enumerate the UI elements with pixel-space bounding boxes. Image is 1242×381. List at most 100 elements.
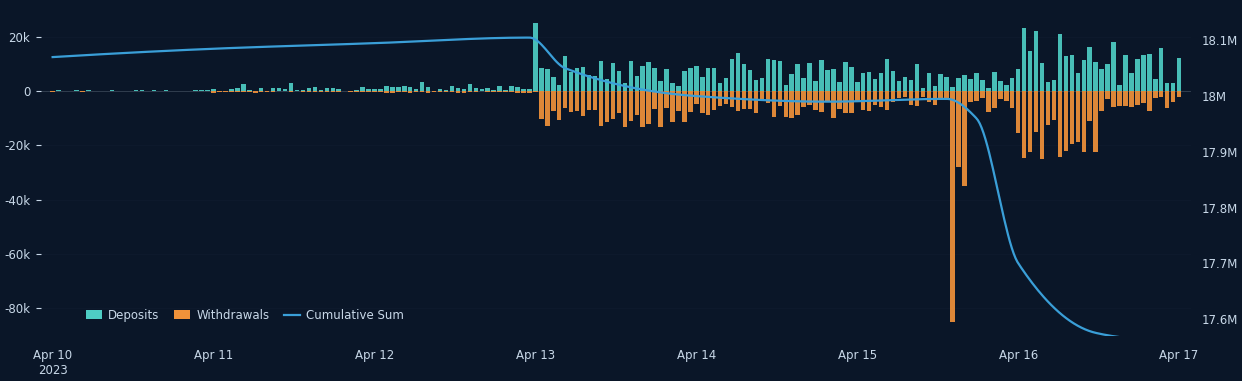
Bar — [956, 91, 961, 167]
Bar — [1058, 91, 1062, 157]
Bar — [140, 90, 144, 91]
Bar — [438, 91, 442, 92]
Bar — [741, 91, 746, 109]
Bar — [390, 88, 395, 91]
Bar — [366, 89, 371, 91]
Bar — [652, 68, 657, 91]
Bar — [760, 91, 764, 100]
Bar — [409, 86, 412, 91]
Bar — [468, 83, 472, 91]
Bar — [688, 91, 693, 112]
Bar — [569, 91, 574, 112]
Bar — [379, 89, 383, 91]
Bar — [986, 88, 991, 91]
Bar — [1159, 48, 1164, 91]
Bar — [891, 72, 895, 91]
Bar — [1112, 42, 1115, 91]
Bar — [795, 64, 800, 91]
Bar — [705, 68, 710, 91]
Bar — [569, 72, 574, 91]
Bar — [563, 91, 568, 108]
Bar — [658, 91, 663, 127]
Bar — [211, 91, 216, 93]
Bar — [605, 78, 609, 91]
Bar — [301, 90, 306, 91]
Bar — [241, 91, 246, 92]
Bar — [515, 91, 519, 93]
Bar — [551, 77, 555, 91]
Bar — [230, 90, 233, 91]
Bar — [1165, 83, 1170, 91]
Bar — [1040, 62, 1045, 91]
Bar — [509, 91, 514, 92]
Bar — [700, 77, 704, 91]
Bar — [897, 81, 902, 91]
Bar — [814, 81, 817, 91]
Bar — [807, 62, 812, 91]
Bar — [854, 91, 859, 101]
Bar — [1004, 85, 1009, 91]
Bar — [324, 88, 329, 91]
Bar — [241, 84, 246, 91]
Bar — [235, 88, 240, 91]
Bar — [1099, 91, 1104, 110]
Bar — [754, 80, 758, 91]
Bar — [671, 91, 674, 122]
Bar — [592, 77, 597, 91]
Bar — [616, 71, 621, 91]
Bar — [450, 86, 455, 91]
Bar — [999, 81, 1002, 91]
Bar — [1135, 91, 1140, 106]
Bar — [891, 91, 895, 102]
Bar — [700, 91, 704, 114]
Bar — [1082, 60, 1086, 91]
Bar — [456, 91, 461, 93]
Bar — [671, 83, 674, 91]
Bar — [1046, 91, 1051, 125]
Bar — [384, 86, 389, 91]
Bar — [712, 68, 717, 91]
Bar — [1165, 91, 1170, 108]
Bar — [56, 90, 61, 91]
Bar — [718, 83, 723, 91]
Bar — [1028, 91, 1032, 152]
Bar — [426, 91, 431, 93]
Bar — [1105, 64, 1110, 91]
Bar — [850, 91, 853, 113]
Bar — [354, 90, 359, 91]
Bar — [556, 85, 561, 91]
Bar — [486, 88, 489, 91]
Bar — [784, 85, 787, 91]
Bar — [718, 91, 723, 106]
Bar — [479, 89, 484, 91]
Bar — [575, 91, 579, 111]
Bar — [420, 91, 425, 92]
Bar — [1076, 73, 1081, 91]
Bar — [635, 91, 638, 115]
Bar — [586, 75, 591, 91]
Bar — [313, 88, 317, 91]
Bar — [1052, 91, 1056, 120]
Bar — [664, 91, 668, 107]
Bar — [1099, 69, 1104, 91]
Bar — [1118, 91, 1122, 106]
Bar — [402, 86, 406, 91]
Bar — [694, 66, 698, 91]
Bar — [635, 77, 638, 91]
Bar — [402, 91, 406, 93]
Bar — [1141, 91, 1145, 103]
Bar — [111, 90, 114, 91]
Bar — [1088, 91, 1092, 121]
Bar — [581, 67, 585, 91]
Bar — [1135, 59, 1140, 91]
Bar — [980, 91, 985, 98]
Bar — [854, 82, 859, 91]
Bar — [319, 91, 323, 92]
Bar — [420, 82, 425, 91]
Bar — [556, 91, 561, 120]
Bar — [1177, 58, 1181, 91]
Bar — [682, 71, 687, 91]
Bar — [831, 91, 836, 118]
Bar — [563, 56, 568, 91]
Bar — [873, 78, 877, 91]
